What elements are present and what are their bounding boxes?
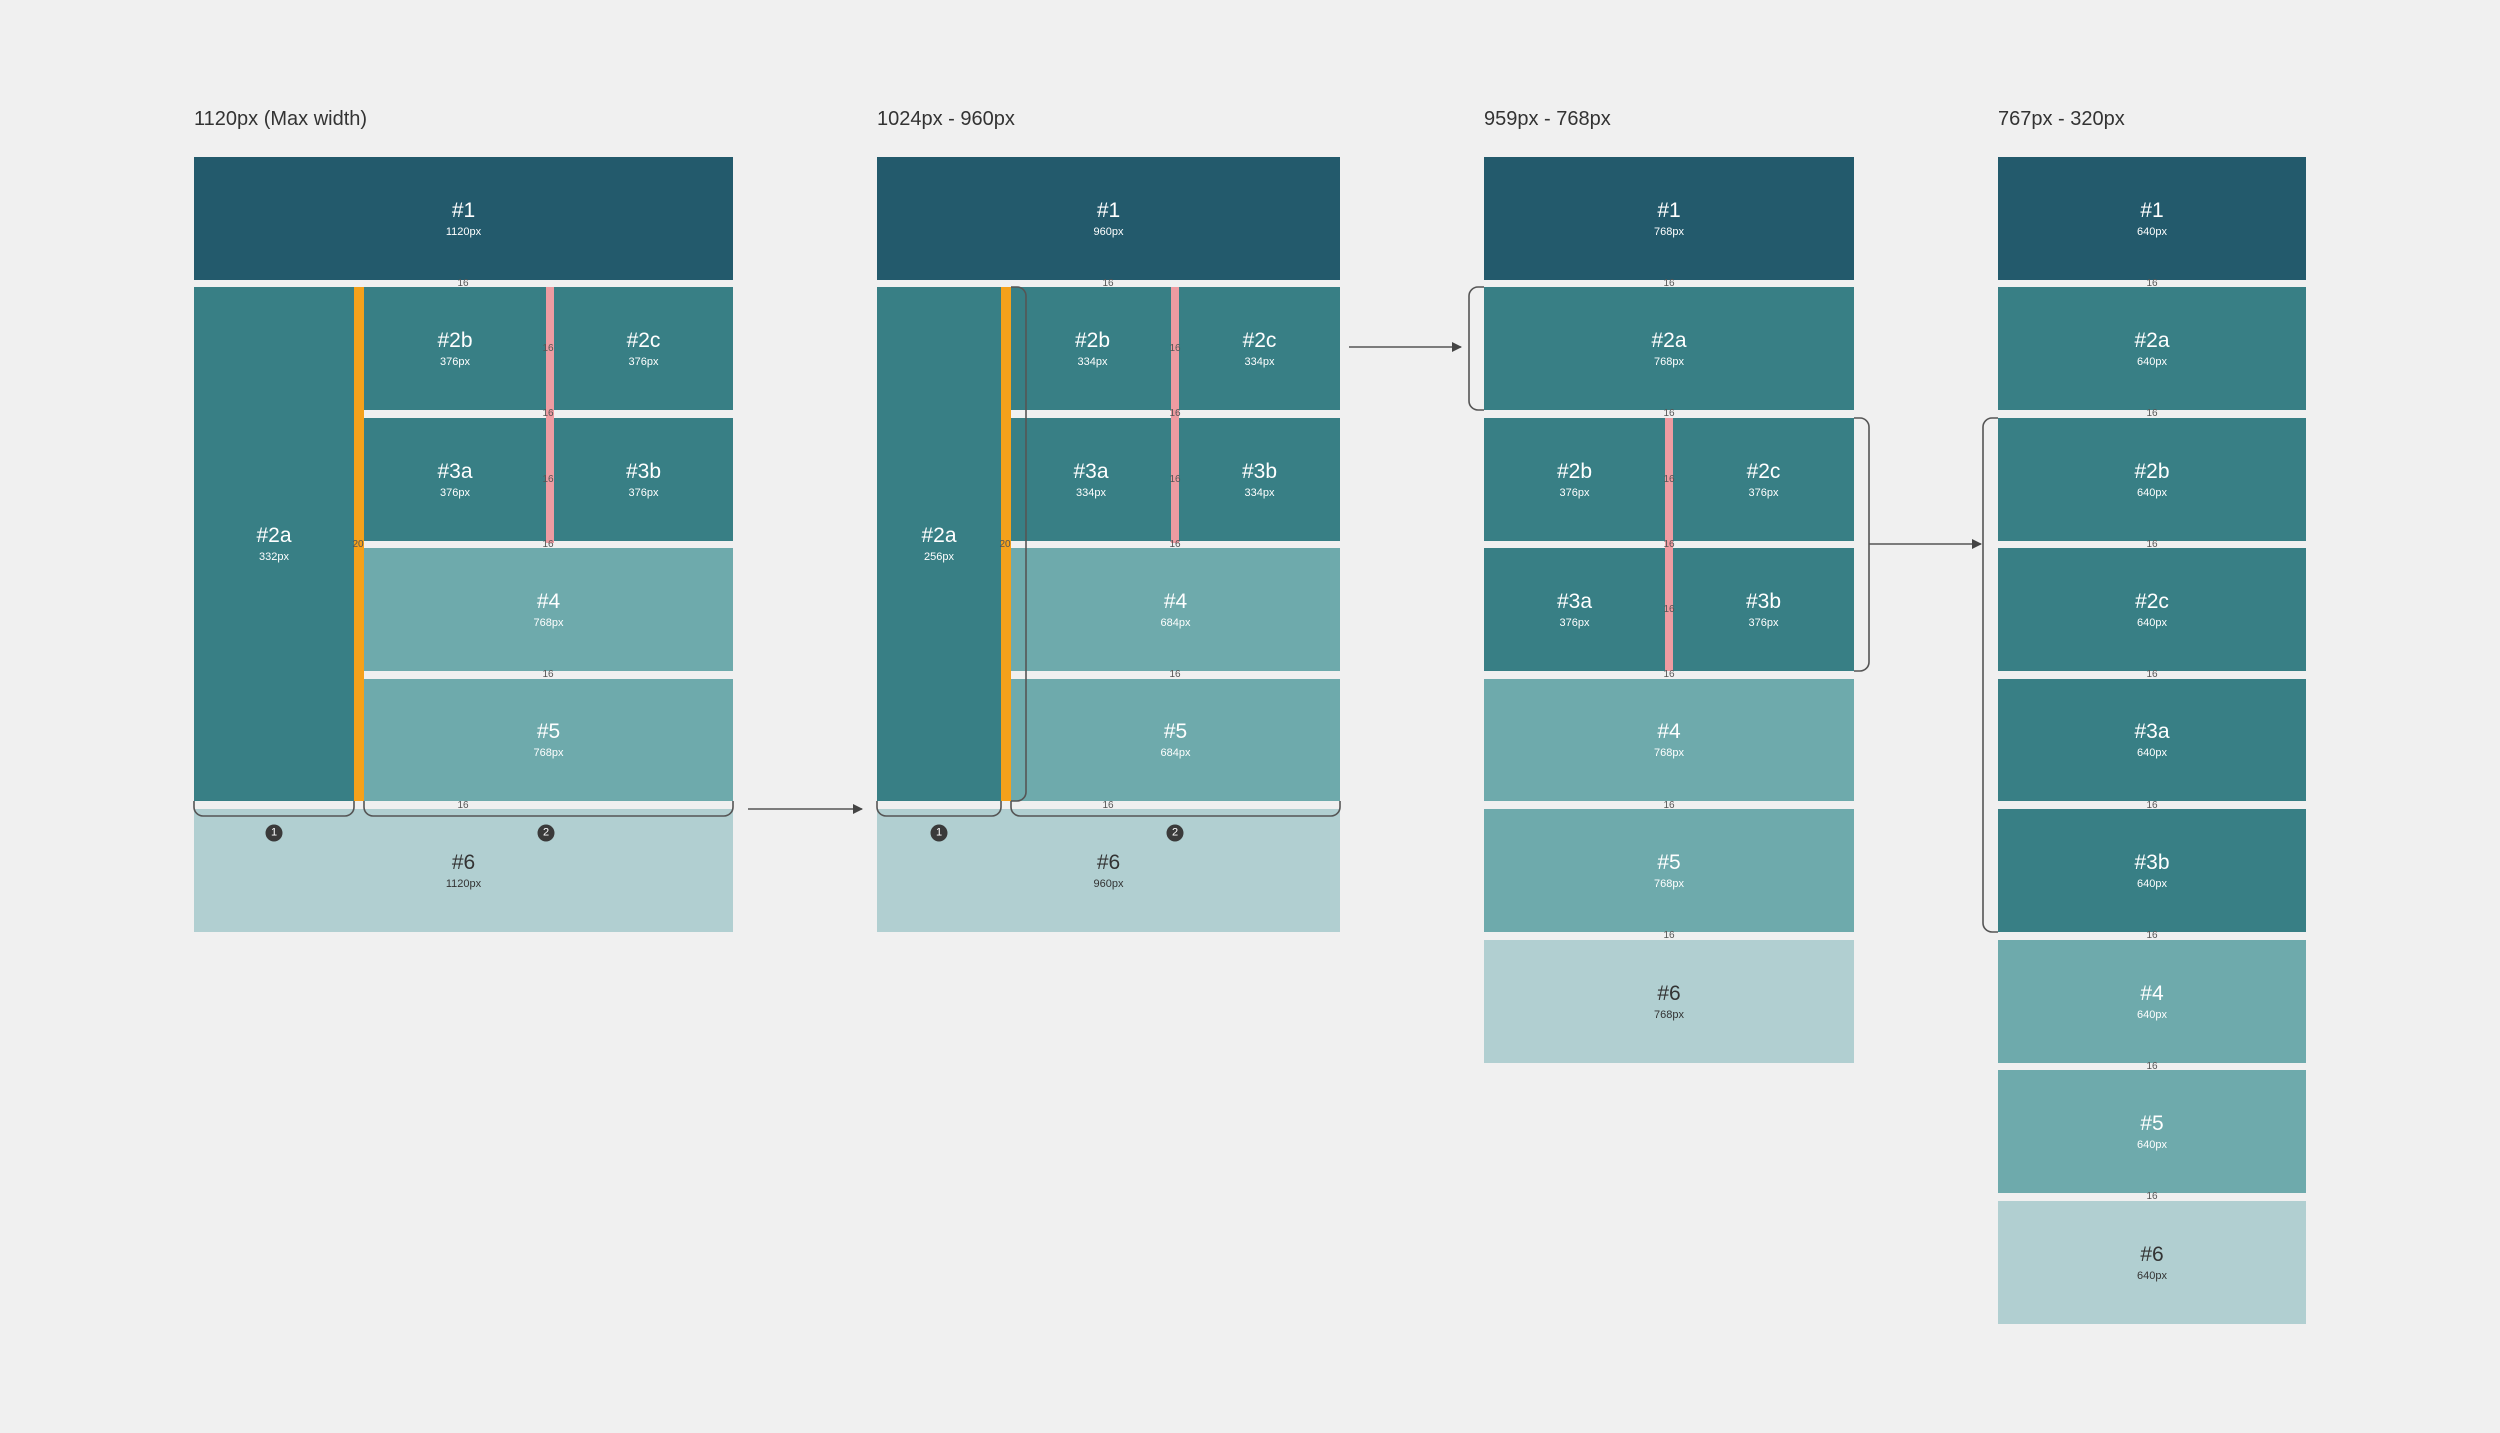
block-2a-bracket [1468, 286, 1484, 411]
gutter-16-bar [546, 287, 554, 543]
gap-label: 16 [542, 408, 554, 419]
block-2b: #2b 640px [1998, 418, 2306, 541]
group-bracket-1 [876, 801, 1002, 817]
block-2a: #2a 640px [1998, 287, 2306, 410]
gap-label: 16 [1663, 278, 1675, 289]
block-2c: #2c 334px [1179, 287, 1340, 410]
group-bracket-2 [1010, 801, 1341, 817]
block-3b: #3b 640px [1998, 809, 2306, 932]
gap-label: 16 [457, 800, 469, 811]
gap-label: 16 [1102, 800, 1114, 811]
gap-label: 16 [542, 539, 554, 550]
group-badge-2: 2 [1166, 824, 1184, 842]
block-3a: #3a 376px [364, 418, 546, 541]
gap-label: 16 [1169, 343, 1181, 354]
block-2c: #2c 640px [1998, 548, 2306, 671]
block-1: #1 768px [1484, 157, 1854, 280]
block-5: #5 684px [1011, 679, 1340, 801]
column-title-767-320: 767px - 320px [1998, 108, 2125, 130]
gap-label: 16 [2146, 539, 2158, 550]
block-3a: #3a 334px [1011, 418, 1171, 541]
content-bracket [1011, 286, 1027, 802]
gap-label: 16 [1169, 669, 1181, 680]
gap-label: 16 [542, 669, 554, 680]
gap-label: 16 [2146, 1191, 2158, 1202]
block-6: #6 1120px [194, 809, 733, 932]
gutter-20-bar [354, 287, 364, 801]
gap-label: 16 [2146, 930, 2158, 941]
block-2b: #2b 376px [1484, 418, 1665, 541]
block-2b: #2b 376px [364, 287, 546, 410]
block-5: #5 768px [364, 679, 733, 801]
gap-label: 16 [1663, 930, 1675, 941]
gap-label: 20 [999, 539, 1011, 550]
block-3b: #3b 376px [554, 418, 733, 541]
gap-label: 16 [1663, 604, 1675, 615]
gap-label: 16 [542, 343, 554, 354]
gap-label: 16 [1663, 669, 1675, 680]
block-2b: #2b 334px [1011, 287, 1174, 410]
gap-label: 16 [1663, 408, 1675, 419]
block-3b: #3b 376px [1673, 548, 1854, 671]
block-3b: #3b 334px [1179, 418, 1340, 541]
block-6: #6 640px [1998, 1201, 2306, 1324]
block-1: #1 1120px [194, 157, 733, 280]
block-1: #1 640px [1998, 157, 2306, 280]
block-2a: #2a 256px [877, 287, 1001, 801]
block-5: #5 768px [1484, 809, 1854, 932]
gap-label: 16 [542, 474, 554, 485]
gap-label: 20 [352, 539, 364, 550]
gap-label: 16 [2146, 408, 2158, 419]
gutter-20-bar [1001, 287, 1011, 801]
gap-label: 16 [457, 278, 469, 289]
block-5: #5 640px [1998, 1070, 2306, 1193]
block-1: #1 960px [877, 157, 1340, 280]
column-title-1120: 1120px (Max width) [194, 108, 368, 130]
group-badge-2: 2 [537, 824, 555, 842]
block-6: #6 768px [1484, 940, 1854, 1063]
gap-label: 16 [2146, 278, 2158, 289]
block-2a: #2a 768px [1484, 287, 1854, 410]
gap-label: 16 [2146, 800, 2158, 811]
gap-label: 16 [1169, 539, 1181, 550]
gap-label: 16 [1663, 474, 1675, 485]
group-badge-1: 1 [265, 824, 283, 842]
gap-label: 16 [2146, 1061, 2158, 1072]
block-4: #4 684px [1011, 548, 1340, 671]
gap-label: 16 [1102, 278, 1114, 289]
column-title-959-768: 959px - 768px [1484, 108, 1611, 130]
gap-label: 16 [1169, 408, 1181, 419]
block-6: #6 960px [877, 809, 1340, 932]
block-4: #4 768px [1484, 679, 1854, 801]
stack-bracket [1982, 417, 1998, 933]
block-2a: #2a 332px [194, 287, 354, 801]
gap-label: 16 [1663, 539, 1675, 550]
gutter-16-bar [1171, 287, 1179, 543]
rows-bracket [1854, 417, 1870, 672]
gap-label: 16 [1169, 474, 1181, 485]
group-bracket-1 [193, 801, 355, 817]
block-3a: #3a 640px [1998, 679, 2306, 801]
gutter-16-bar [1665, 418, 1673, 671]
block-2c: #2c 376px [1673, 418, 1854, 541]
block-2c: #2c 376px [554, 287, 733, 410]
group-badge-1: 1 [930, 824, 948, 842]
block-4: #4 640px [1998, 940, 2306, 1063]
column-title-1024-960: 1024px - 960px [877, 108, 1015, 130]
gap-label: 16 [1663, 800, 1675, 811]
gap-label: 16 [2146, 669, 2158, 680]
block-3a: #3a 376px [1484, 548, 1665, 671]
group-bracket-2 [363, 801, 734, 817]
block-4: #4 768px [364, 548, 733, 671]
